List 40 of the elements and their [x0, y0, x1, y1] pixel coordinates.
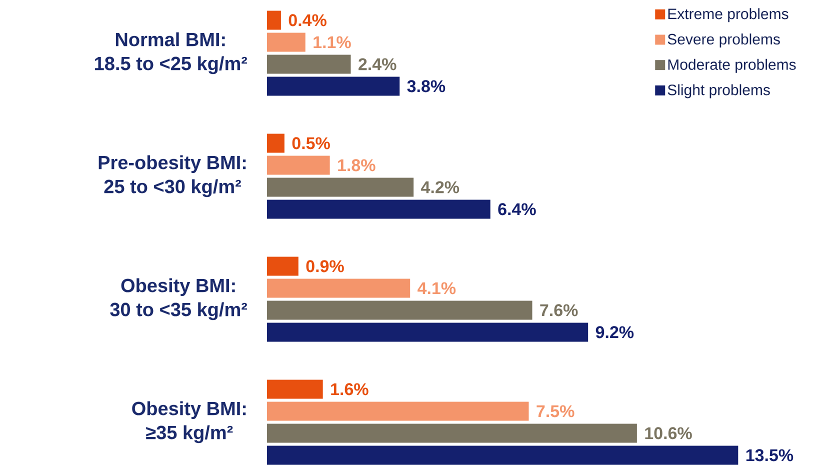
data-label: 1.6% [331, 383, 368, 396]
data-label: 4.2% [421, 181, 460, 194]
data-label: 1.1% [314, 36, 351, 48]
data-label: 7.6% [540, 304, 578, 316]
bar [267, 278, 410, 298]
data-label: 13.5% [746, 449, 794, 462]
bar [267, 32, 306, 52]
data-label: 2.4% [358, 58, 396, 70]
data-label: 9.2% [596, 326, 634, 338]
legend-label: Extreme problems [668, 8, 788, 22]
data-label: 0.4% [288, 14, 326, 26]
bar [267, 446, 738, 465]
data-label: 0.9% [306, 260, 344, 272]
bar [267, 178, 414, 197]
legend-label: Moderate problems [668, 58, 796, 73]
data-label: 6.4% [498, 203, 536, 216]
bar [267, 156, 330, 175]
y-tick-label: Pre-obesity BMI: 25 to <30 kg/m² [98, 155, 246, 198]
data-label: 10.6% [645, 427, 692, 440]
y-tick-label: Obesity BMI: 30 to <35 kg/m² [110, 278, 248, 320]
legend-label: Slight problems [668, 84, 770, 98]
bar [267, 10, 281, 30]
bar [267, 380, 323, 399]
y-tick-label: Normal BMI: 18.5 to <25 kg/m² [95, 32, 248, 74]
bar [267, 322, 588, 342]
data-label: 0.5% [292, 137, 330, 150]
data-label: 1.8% [338, 159, 376, 172]
legend-label: Severe problems [668, 34, 780, 48]
bar [267, 54, 351, 74]
bar [267, 300, 532, 320]
data-label: 7.5% [536, 405, 574, 418]
bar [267, 402, 529, 421]
data-label: 3.8% [407, 80, 446, 92]
bar [267, 134, 284, 153]
data-label: 4.1% [418, 282, 456, 294]
bar [267, 76, 400, 96]
y-tick-label: Obesity BMI: ≥35 kg/m² [132, 401, 246, 444]
bar [267, 200, 490, 219]
bar [267, 256, 298, 276]
bar [267, 424, 637, 443]
